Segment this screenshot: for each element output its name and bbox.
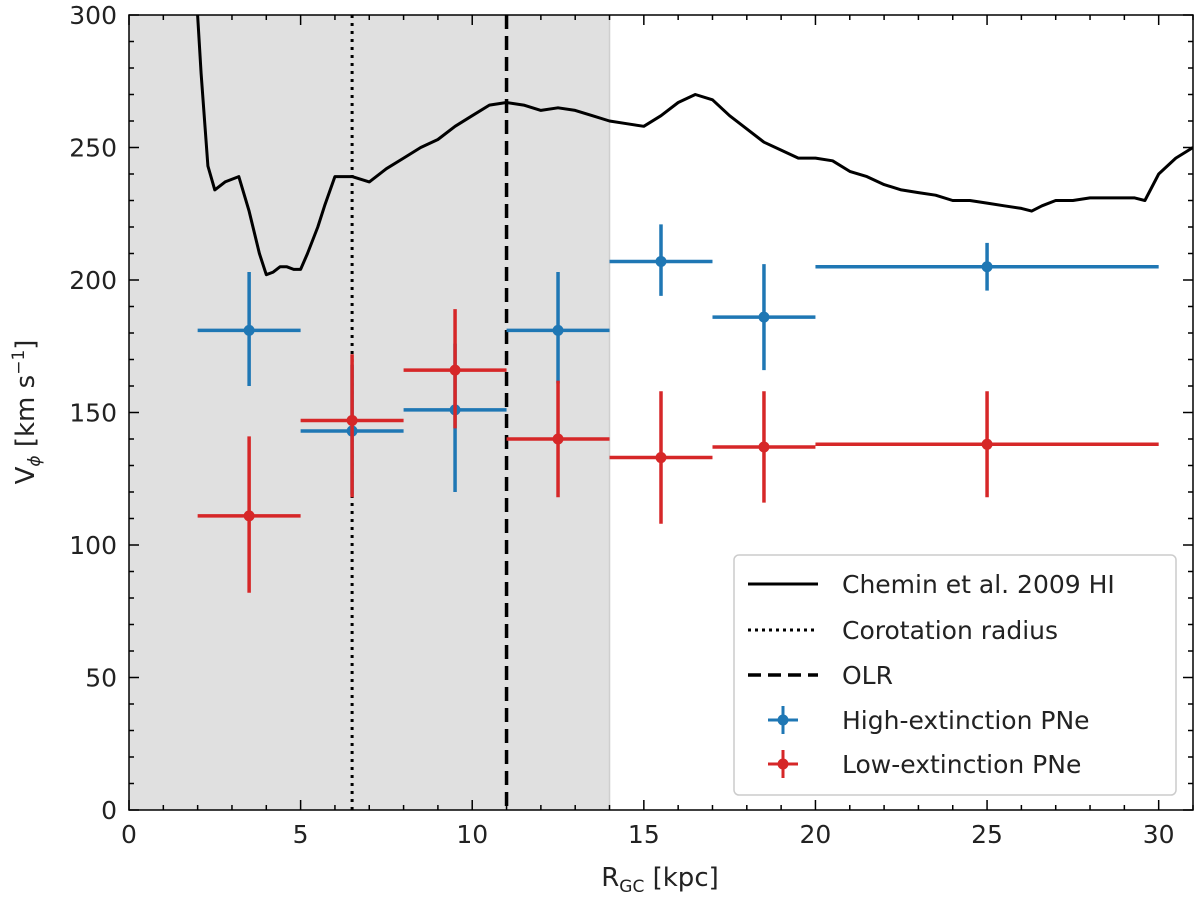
plot-area: [129, 15, 1193, 810]
x-axis-label-subscript: GC: [619, 877, 644, 897]
x-tick-label: 10: [456, 820, 488, 849]
y-tick-label: 100: [69, 531, 117, 560]
legend-low-label: Low-extinction PNe: [842, 750, 1081, 779]
y-axis-label-exponent: −1: [9, 350, 29, 375]
data-marker: [981, 438, 993, 450]
y-tick-labels: 0 50 100 150 200 250 300: [69, 1, 117, 825]
legend-corotation-label: Corotation radius: [842, 616, 1058, 645]
x-tick-labels: 0 5 10 15 20 25 30: [121, 820, 1175, 849]
data-marker: [449, 364, 461, 376]
y-axis-label-close: ]: [11, 340, 41, 350]
legend-high-label: High-extinction PNe: [842, 706, 1090, 735]
axes: 0 5 10 15 20 25 30 0 50 100 150 200 250 …: [9, 1, 1194, 897]
data-marker: [655, 452, 667, 464]
x-tick-label: 5: [293, 820, 309, 849]
data-marker: [552, 433, 564, 445]
x-tick-label: 20: [800, 820, 832, 849]
low-extinction-point: [197, 436, 301, 593]
y-tick-label: 150: [69, 399, 117, 428]
plot-clipped: [129, 15, 1193, 810]
y-tick-label: 250: [69, 134, 117, 163]
y-tick-label: 200: [69, 266, 117, 295]
legend-chemin-label: Chemin et al. 2009 HI: [842, 570, 1115, 599]
low-extinction-point: [712, 391, 816, 503]
high-extinction-point: [609, 224, 713, 296]
chemin-curve: [196, 15, 1193, 277]
high-extinction-point: [197, 272, 301, 386]
y-tick-label: 50: [85, 664, 117, 693]
low-extinction-point: [300, 354, 404, 498]
legend-box: [733, 554, 1177, 796]
high-extinction-point: [815, 242, 1159, 291]
y-tick-label: 300: [69, 1, 117, 30]
legend-low-marker: [768, 750, 798, 778]
data-marker: [243, 324, 255, 336]
data-marker: [758, 311, 770, 323]
x-tick-label: 15: [628, 820, 660, 849]
legend-olr-label: OLR: [842, 661, 893, 690]
low-extinction-series: [197, 309, 1159, 593]
x-axis-label: RGC [kpc]: [601, 863, 719, 897]
high-extinction-point: [712, 264, 816, 371]
ticks: [128, 14, 1194, 811]
y-axis-label: Vϕ [km s−1]: [9, 340, 45, 485]
x-axis-label-main: R: [601, 863, 619, 893]
data-marker: [758, 441, 770, 453]
data-marker: [243, 510, 255, 522]
legend: Chemin et al. 2009 HI Corotation radius …: [733, 554, 1177, 796]
x-tick-label: 0: [121, 820, 137, 849]
x-axis-label-unit: [kpc]: [644, 863, 718, 893]
low-extinction-point: [403, 309, 507, 429]
data-marker: [655, 255, 667, 267]
data-marker: [552, 324, 564, 336]
shaded-region: [129, 15, 610, 810]
data-marker: [981, 261, 993, 273]
x-tick-label: 30: [1143, 820, 1175, 849]
low-extinction-point: [815, 391, 1159, 498]
y-axis-label-main: V: [11, 466, 41, 484]
legend-high-marker: [768, 706, 798, 734]
y-axis-label-subscript: ϕ: [25, 455, 45, 466]
high-extinction-point: [506, 272, 610, 384]
data-marker: [346, 414, 358, 426]
y-axis-label-unit: [km s: [11, 375, 41, 456]
x-tick-label: 25: [971, 820, 1003, 849]
y-tick-label: 0: [101, 796, 117, 825]
low-extinction-point: [506, 380, 610, 498]
low-extinction-point: [609, 391, 713, 524]
